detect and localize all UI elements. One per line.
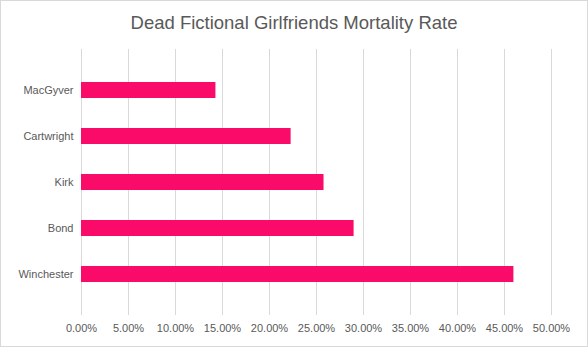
svg-text:Kirk: Kirk [55,176,74,188]
svg-text:5.00%: 5.00% [113,322,144,334]
svg-text:Bond: Bond [48,222,74,234]
svg-text:10.00%: 10.00% [157,322,195,334]
svg-text:40.00%: 40.00% [439,322,477,334]
svg-text:25.00%: 25.00% [298,322,336,334]
svg-text:35.00%: 35.00% [392,322,430,334]
svg-text:20.00%: 20.00% [251,322,289,334]
svg-text:Winchester: Winchester [18,268,73,280]
svg-text:30.00%: 30.00% [345,322,383,334]
svg-text:15.00%: 15.00% [204,322,242,334]
html-text:Dead Fictional Girlfriends Mor: Dead Fictional Girlfriends Mortality Rat… [130,12,458,33]
svg-text:45.00%: 45.00% [486,322,524,334]
svg-text:50.00%: 50.00% [533,322,571,334]
svg-text:MacGyver: MacGyver [23,84,73,96]
svg-text:Cartwright: Cartwright [23,130,73,142]
svg-text:0.00%: 0.00% [66,322,97,334]
